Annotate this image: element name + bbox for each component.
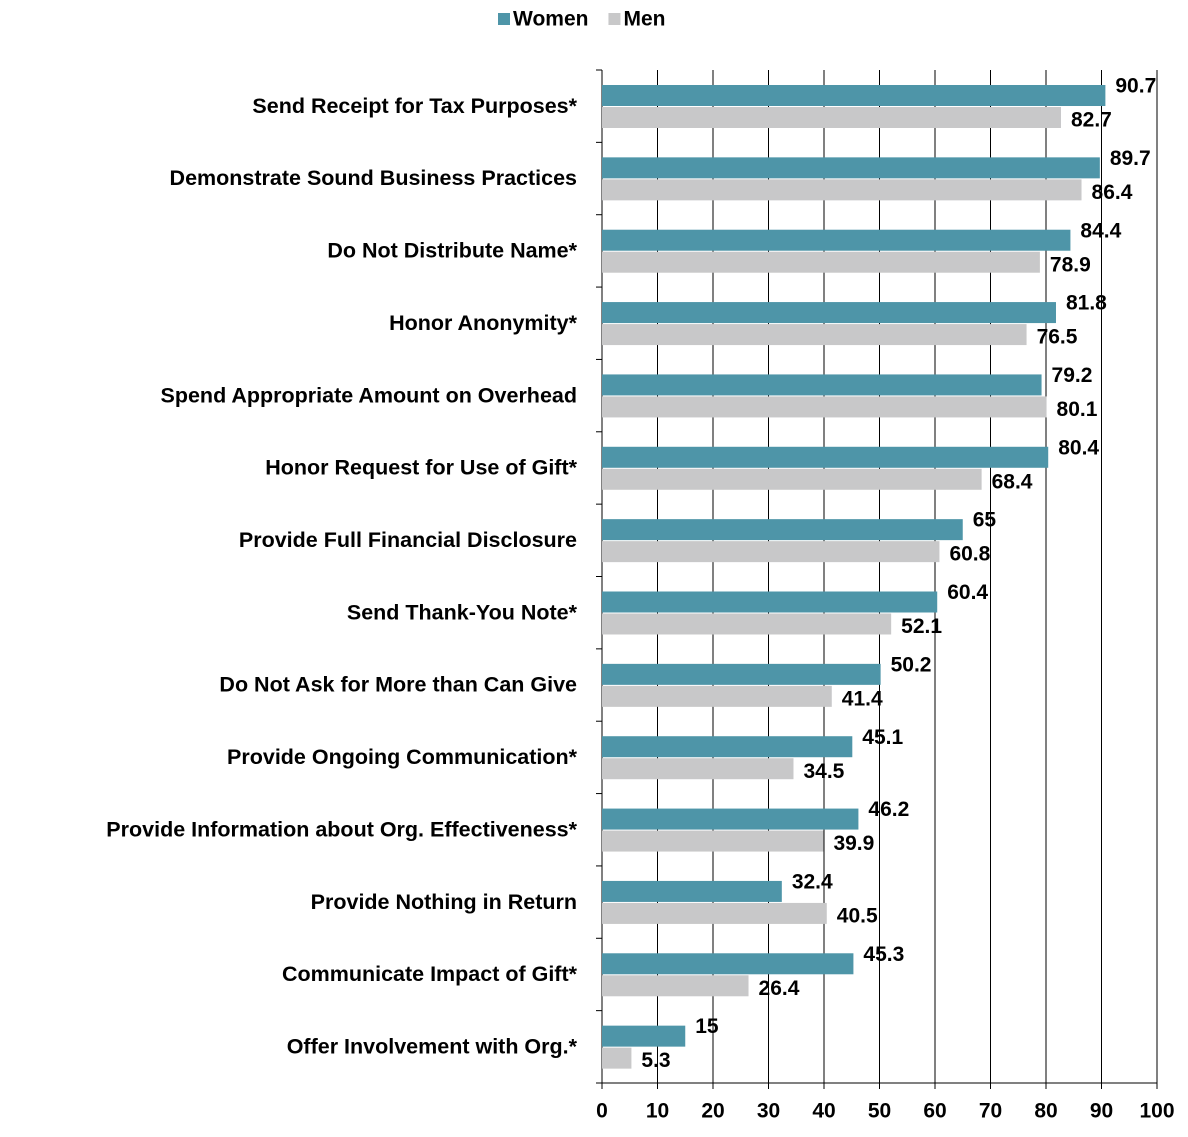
- value-label: 52.1: [901, 615, 942, 638]
- category-label: Provide Full Financial Disclosure: [239, 528, 577, 552]
- x-tick-label: 20: [701, 1100, 724, 1123]
- bar: [602, 157, 1100, 179]
- value-label: 86.4: [1092, 181, 1133, 204]
- bar: [602, 880, 782, 902]
- x-tick-label: 30: [757, 1100, 780, 1123]
- bar: [602, 685, 832, 707]
- category-label: Honor Anonymity*: [389, 311, 578, 335]
- x-tick-label: 10: [646, 1100, 669, 1123]
- bar: [602, 736, 853, 758]
- category-label: Do Not Distribute Name*: [327, 239, 577, 263]
- category-label: Demonstrate Sound Business Practices: [170, 166, 577, 190]
- bar: [602, 374, 1042, 396]
- bar: [602, 1047, 632, 1069]
- bar: [602, 830, 824, 852]
- value-label: 46.2: [868, 798, 909, 821]
- bar: [602, 396, 1047, 418]
- value-label: 78.9: [1050, 253, 1091, 276]
- value-label: 84.4: [1080, 219, 1121, 242]
- x-tick-label: 100: [1139, 1100, 1174, 1123]
- value-label: 45.1: [862, 726, 903, 749]
- bar: [602, 519, 963, 541]
- x-tick-label: 70: [979, 1100, 1002, 1123]
- value-label: 81.8: [1066, 292, 1107, 315]
- bar: [602, 302, 1056, 324]
- bar: [602, 902, 827, 924]
- category-label: Send Thank-You Note*: [347, 600, 578, 624]
- x-tick-label: 80: [1034, 1100, 1057, 1123]
- value-label: 90.7: [1115, 75, 1156, 98]
- bar: [602, 251, 1040, 273]
- category-label: Provide Information about Org. Effective…: [106, 817, 577, 841]
- category-label: Spend Appropriate Amount on Overhead: [161, 383, 578, 407]
- value-label: 68.4: [992, 470, 1033, 493]
- value-label: 32.4: [792, 870, 833, 893]
- legend-label: Men: [623, 8, 665, 31]
- bar: [602, 663, 881, 685]
- value-label: 79.2: [1052, 364, 1093, 387]
- bar: [602, 591, 938, 613]
- bar: [602, 85, 1106, 106]
- bar: [602, 446, 1049, 468]
- x-tick-label: 50: [868, 1100, 891, 1123]
- bar: [602, 975, 749, 997]
- bar: [602, 808, 859, 830]
- value-label: 15: [695, 1015, 719, 1038]
- value-label: 65: [973, 509, 997, 532]
- bar: [602, 468, 982, 490]
- x-tick-label: 90: [1090, 1100, 1113, 1123]
- bar: [602, 1025, 686, 1047]
- value-label: 76.5: [1037, 326, 1078, 349]
- category-label: Honor Request for Use of Gift*: [265, 456, 577, 480]
- value-label: 34.5: [803, 760, 844, 783]
- value-label: 26.4: [759, 977, 800, 1000]
- value-label: 5.3: [641, 1049, 670, 1072]
- value-label: 60.8: [949, 543, 990, 566]
- legend-label: Women: [513, 8, 588, 31]
- category-label: Offer Involvement with Org.*: [287, 1034, 578, 1058]
- value-label: 89.7: [1110, 147, 1151, 170]
- category-label: Provide Ongoing Communication*: [227, 745, 578, 769]
- x-tick-label: 0: [596, 1100, 608, 1123]
- value-label: 45.3: [863, 943, 904, 966]
- value-label: 40.5: [837, 904, 878, 927]
- bar: [602, 613, 892, 635]
- bar: [602, 541, 940, 563]
- x-tick-label: 60: [923, 1100, 946, 1123]
- legend-swatch: [608, 13, 621, 25]
- category-label: Provide Nothing in Return: [311, 890, 577, 914]
- bar: [602, 758, 794, 780]
- category-label: Send Receipt for Tax Purposes*: [252, 94, 577, 118]
- legend-swatch: [498, 13, 510, 25]
- category-label: Do Not Ask for More than Can Give: [219, 673, 577, 697]
- value-label: 80.4: [1058, 436, 1099, 459]
- bar: [602, 229, 1071, 251]
- bar: [602, 179, 1082, 201]
- value-label: 39.9: [833, 832, 874, 855]
- value-label: 80.1: [1057, 398, 1098, 421]
- value-label: 82.7: [1071, 109, 1112, 132]
- value-label: 41.4: [842, 687, 883, 710]
- value-label: 50.2: [891, 653, 932, 676]
- x-tick-label: 40: [812, 1100, 835, 1123]
- bar: [602, 324, 1027, 346]
- bar: [602, 107, 1061, 128]
- bar: [602, 953, 854, 975]
- category-label: Communicate Impact of Gift*: [282, 962, 578, 986]
- value-label: 60.4: [947, 581, 988, 604]
